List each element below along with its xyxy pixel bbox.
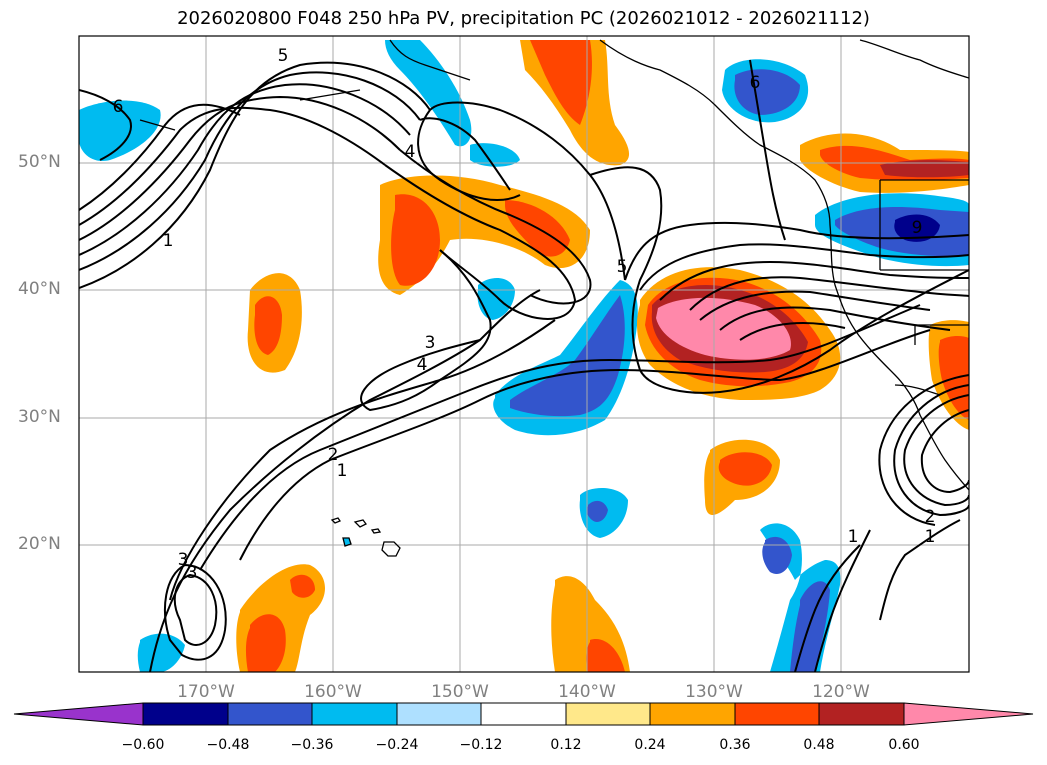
- contour-label: 3: [178, 550, 189, 570]
- lon-label: 160°W: [304, 682, 362, 702]
- colorbar-tick-label: 0.24: [634, 737, 666, 753]
- contour-label: 2: [328, 445, 339, 465]
- coastlines: [139, 39, 969, 491]
- lon-label: 140°W: [558, 682, 616, 702]
- contour-label: 2: [925, 507, 936, 527]
- contour-labels: 6 5 4 1 3 4 2 1 5 6 9 1 2 1 3 3: [113, 46, 936, 583]
- colorbar: [13, 702, 1034, 726]
- hawaii-islands: [330, 517, 401, 557]
- map-frame: [78, 35, 970, 673]
- contour-label: 4: [417, 355, 428, 375]
- graticule: [79, 36, 969, 672]
- contour-label: 3: [425, 333, 436, 353]
- colorbar-tick-label: 0.36: [719, 737, 751, 753]
- contour-label: 3: [187, 563, 198, 583]
- contour-label: 9: [912, 218, 923, 238]
- colorbar-tick-label: −0.48: [206, 737, 250, 753]
- colorbar-tick-label: −0.12: [459, 737, 503, 753]
- pv-contours: [79, 59, 969, 672]
- lon-label: 170°W: [177, 682, 235, 702]
- contour-label: 1: [848, 527, 859, 547]
- colorbar-tick-label: −0.24: [375, 737, 419, 753]
- lat-label: 50°N: [18, 152, 61, 172]
- contour-label: 1: [925, 527, 936, 547]
- lat-label: 40°N: [18, 279, 61, 299]
- contour-label: 4: [405, 142, 416, 162]
- precip-anomaly-fill: [79, 40, 969, 672]
- contour-label: 5: [278, 46, 289, 66]
- lon-label: 130°W: [685, 682, 743, 702]
- lat-label: 30°N: [18, 407, 61, 427]
- colorbar-tick-label: 0.12: [550, 737, 582, 753]
- contour-label: 1: [163, 231, 174, 251]
- lon-label: 150°W: [431, 682, 489, 702]
- contour-label: 6: [750, 73, 761, 93]
- contour-label: 1: [337, 461, 348, 481]
- lon-label: 120°W: [812, 682, 870, 702]
- colorbar-tick-label: −0.60: [121, 737, 165, 753]
- map-title: 2026020800 F048 250 hPa PV, precipitatio…: [177, 8, 870, 29]
- colorbar-tick-label: 0.48: [803, 737, 835, 753]
- colorbar-tick-label: −0.36: [290, 737, 334, 753]
- lat-label: 20°N: [18, 534, 61, 554]
- contour-label: 6: [113, 97, 124, 117]
- colorbar-tick-label: 0.60: [888, 737, 920, 753]
- contour-label: 5: [617, 257, 628, 277]
